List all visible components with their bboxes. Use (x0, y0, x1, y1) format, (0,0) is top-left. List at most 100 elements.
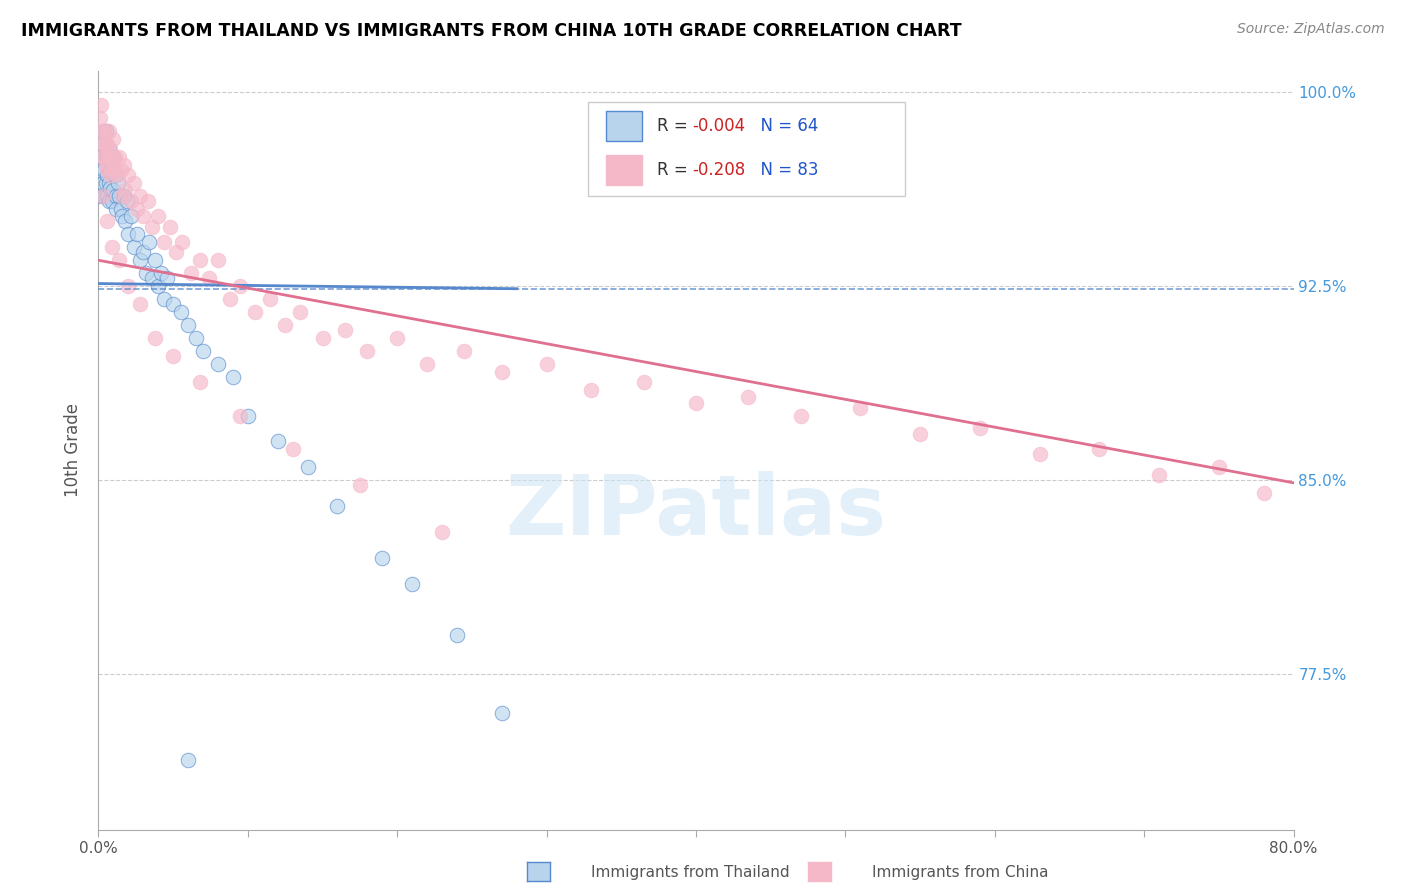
Point (108, 253, 131, 268)
FancyBboxPatch shape (589, 102, 905, 196)
Point (124, 240, 146, 254)
Point (148, 279, 170, 293)
Point (94, 136, 117, 151)
Point (97, 142, 120, 156)
Point (1028, 447, 1050, 461)
Y-axis label: 10th Grade: 10th Grade (63, 403, 82, 498)
Point (91, 176, 114, 190)
Point (91, 150, 114, 164)
Point (453, 343, 475, 358)
Point (93, 124, 115, 138)
Point (274, 318, 297, 332)
Point (132, 209, 155, 223)
Point (737, 391, 759, 405)
Point (103, 183, 125, 197)
Text: R =: R = (657, 118, 693, 136)
Point (93, 124, 115, 138)
Point (93, 188, 115, 202)
Point (104, 168, 127, 182)
Point (90, 188, 112, 202)
Point (96, 150, 118, 164)
Point (136, 194, 159, 208)
Point (132, 245, 155, 260)
Point (114, 183, 136, 197)
Point (222, 369, 245, 384)
Point (135, 266, 157, 280)
Point (229, 409, 252, 423)
Point (129, 253, 152, 268)
Point (111, 188, 134, 202)
Point (108, 188, 131, 202)
Point (685, 395, 707, 409)
Point (191, 343, 214, 358)
Point (94, 150, 117, 164)
Point (127, 227, 149, 242)
Point (219, 292, 242, 306)
Point (97, 176, 120, 190)
Point (165, 245, 187, 260)
Point (153, 235, 176, 249)
Point (112, 188, 135, 202)
Point (1253, 486, 1275, 500)
Point (98, 168, 122, 182)
Point (127, 202, 149, 216)
Point (401, 576, 423, 591)
Point (117, 279, 139, 293)
Point (150, 266, 173, 280)
Text: N = 64: N = 64 (749, 118, 818, 136)
Point (90, 150, 112, 164)
Point (110, 202, 132, 216)
Point (117, 227, 139, 242)
Point (491, 365, 513, 379)
Point (96, 214, 118, 228)
Text: Immigrants from Thailand: Immigrants from Thailand (591, 865, 789, 880)
Point (120, 194, 142, 208)
Point (105, 202, 128, 216)
Point (143, 253, 166, 268)
Point (633, 375, 655, 389)
Point (90, 98, 112, 112)
Point (94, 157, 117, 171)
Point (108, 150, 131, 164)
Point (110, 162, 132, 177)
Point (112, 157, 135, 171)
Point (162, 297, 184, 311)
Point (103, 131, 125, 145)
Point (91, 136, 114, 151)
Text: N = 83: N = 83 (749, 161, 818, 179)
Text: R =: R = (657, 161, 693, 179)
Point (141, 271, 163, 285)
Point (138, 235, 160, 249)
Point (94, 124, 117, 138)
Point (172, 235, 194, 249)
Point (1088, 442, 1111, 457)
Point (267, 434, 290, 449)
Point (96, 168, 118, 182)
Point (188, 375, 211, 389)
Bar (606, 155, 643, 186)
Point (207, 357, 229, 371)
Point (96, 162, 118, 177)
Bar (606, 112, 643, 142)
Point (103, 150, 125, 164)
Point (124, 176, 146, 190)
Point (1208, 460, 1230, 475)
Point (198, 271, 221, 285)
Text: Source: ZipAtlas.com: Source: ZipAtlas.com (1237, 22, 1385, 37)
Point (105, 162, 128, 177)
Point (385, 331, 409, 345)
Point (148, 209, 170, 223)
Point (107, 176, 129, 190)
Point (96, 136, 118, 151)
Point (159, 219, 181, 234)
Point (236, 409, 259, 423)
Point (430, 524, 453, 539)
Point (143, 331, 166, 345)
Point (98, 162, 122, 177)
Point (207, 253, 229, 268)
Point (229, 279, 252, 293)
Point (491, 706, 513, 720)
Point (141, 219, 163, 234)
Point (356, 343, 378, 358)
Point (349, 478, 371, 492)
